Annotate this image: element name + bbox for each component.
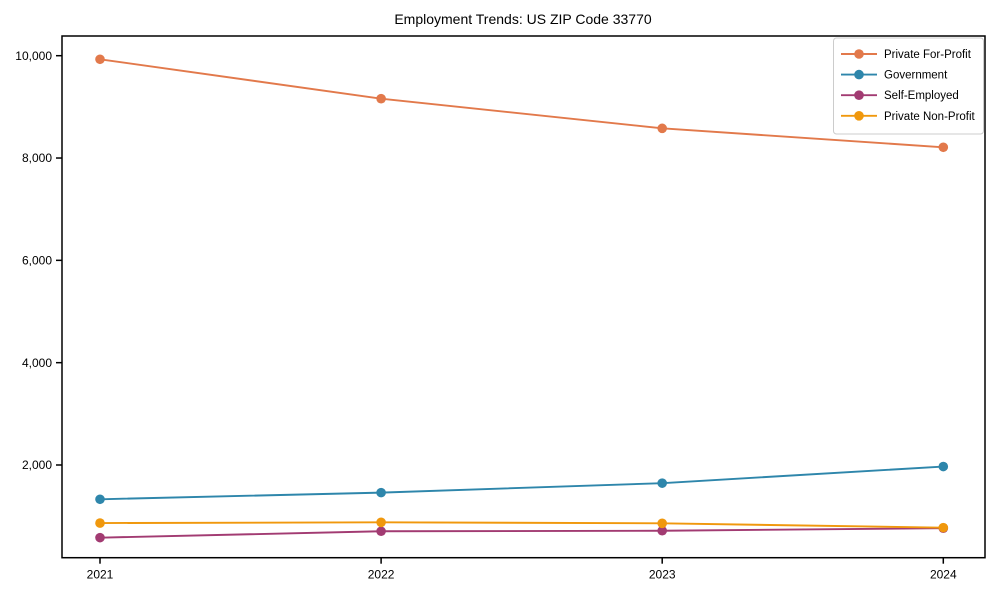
legend-label: Private For-Profit: [884, 49, 972, 61]
data-point-private-for-profit-2022: [376, 93, 386, 104]
series-line-government: [99, 465, 945, 501]
legend-marker: [854, 69, 864, 80]
x-tick-label: 2024: [930, 568, 957, 582]
data-point-government-2023: [657, 478, 667, 488]
legend-item-private-non-profit: Private Non-Profit: [841, 111, 976, 123]
legend-marker: [854, 90, 864, 100]
legend-label: Government: [884, 70, 948, 82]
y-tick-label: 8,000: [22, 151, 52, 165]
data-point-self-employed-2021: [95, 532, 105, 543]
plot-area: 2,000 4,000 6,000 8,000 10,000 2021 2022 2023 20…: [15, 35, 986, 582]
x-tick-label: 2023: [649, 568, 676, 582]
data-point-government-2022: [376, 487, 386, 498]
y-tick-label: 4,000: [22, 356, 52, 370]
data-point-private-for-profit-2023: [657, 123, 667, 134]
x-tick-label: 2021: [87, 568, 114, 582]
legend-marker: [854, 49, 864, 59]
data-point-private-for-profit-2024: [938, 142, 949, 153]
data-point-government-2024: [938, 461, 949, 472]
series-private-for-profit: [95, 54, 949, 153]
legend-box: [833, 37, 984, 135]
legend-item-government: Government: [841, 70, 948, 82]
data-point-self-employed-2022: [376, 526, 386, 537]
series-line-private-for-profit: [99, 58, 945, 149]
data-point-private-non-profit-2021: [95, 518, 105, 528]
data-point-private-non-profit-2022: [376, 517, 386, 528]
y-tick-label: 2,000: [22, 458, 52, 472]
chart-title: Employment Trends: US ZIP Code 33770: [394, 11, 652, 27]
data-point-private-for-profit-2021: [95, 54, 105, 65]
x-tick-label: 2022: [368, 568, 395, 582]
y-tick-label: 6,000: [22, 254, 52, 268]
plot-border: [61, 35, 986, 559]
legend-item-private-for-profit: Private For-Profit: [841, 49, 972, 61]
legend-label: Self-Employed: [884, 90, 959, 102]
y-tick-label: 10,000: [15, 49, 52, 63]
data-point-private-non-profit-2024: [938, 522, 949, 533]
legend-label: Private Non-Profit: [884, 111, 976, 123]
series-government: [95, 461, 949, 505]
series-private-non-profit: [95, 517, 949, 533]
data-point-government-2021: [95, 494, 105, 505]
legend: Private For-Profit Government Self-Employe…: [833, 37, 984, 135]
data-point-private-non-profit-2023: [657, 518, 667, 529]
series-line-self-employed: [99, 527, 945, 539]
legend-marker: [854, 111, 864, 121]
series-line-private-non-profit: [99, 521, 945, 529]
legend-item-self-employed: Self-Employed: [841, 90, 959, 102]
data-point-self-employed-2023: [657, 525, 667, 536]
